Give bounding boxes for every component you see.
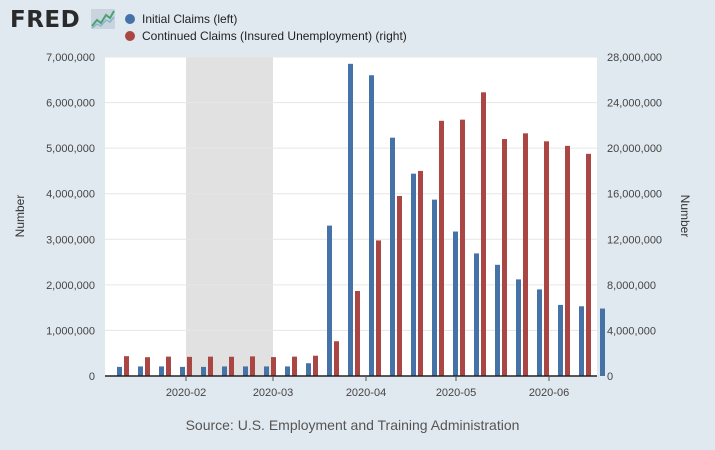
y-axis-label-right: Number: [678, 195, 692, 238]
bar-continued-claims: [166, 356, 171, 376]
x-tick-label: 2020-03: [253, 387, 293, 399]
x-tick-label: 2020-05: [436, 387, 476, 399]
legend-item-continued-claims[interactable]: Continued Claims (Insured Unemployment) …: [125, 28, 407, 45]
bar-initial-claims: [390, 137, 395, 376]
bar-continued-claims: [565, 145, 570, 376]
bar-continued-claims: [355, 291, 360, 376]
bar-continued-claims: [502, 139, 507, 376]
legend-label: Continued Claims (Insured Unemployment) …: [142, 29, 407, 43]
bar-continued-claims: [418, 170, 423, 376]
bar-initial-claims: [411, 173, 416, 376]
y-tick-left: 3,000,000: [46, 234, 95, 246]
y-tick-left: 6,000,000: [46, 98, 95, 110]
bar-continued-claims: [586, 153, 591, 376]
y-tick-right: 16,000,000: [607, 189, 662, 201]
y-tick-right: 28,000,000: [607, 52, 662, 64]
bar-initial-claims: [138, 366, 143, 376]
y-tick-right: 0: [607, 371, 613, 383]
y-tick-left: 2,000,000: [46, 280, 95, 292]
bar-continued-claims: [229, 356, 234, 376]
bar-continued-claims: [439, 120, 444, 376]
bar-continued-claims: [334, 341, 339, 376]
bar-initial-claims: [180, 366, 185, 376]
bar-initial-claims: [117, 366, 122, 376]
legend-swatch: [125, 14, 135, 24]
bar-continued-claims: [460, 119, 465, 377]
bar-continued-claims: [376, 240, 381, 376]
y-tick-left: 0: [89, 371, 95, 383]
bar-initial-claims: [306, 363, 311, 376]
bar-initial-claims: [474, 253, 479, 376]
bar-continued-claims: [208, 356, 213, 376]
bar-continued-claims: [544, 141, 549, 376]
bar-initial-claims: [327, 225, 332, 376]
bar-initial-claims: [579, 306, 584, 376]
bar-initial-claims: [369, 75, 374, 376]
bar-continued-claims: [145, 357, 150, 376]
bar-initial-claims: [348, 63, 353, 376]
legend: Initial Claims (left) Continued Claims (…: [125, 11, 407, 45]
y-tick-right: 20,000,000: [607, 143, 662, 155]
y-tick-right: 4,000,000: [607, 325, 656, 337]
source-note: Source: U.S. Employment and Training Adm…: [185, 417, 520, 433]
bar-continued-claims: [271, 357, 276, 376]
bar-continued-claims: [250, 356, 255, 376]
bar-initial-claims: [516, 279, 521, 376]
y-tick-left: 4,000,000: [46, 189, 95, 201]
fred-logo[interactable]: FRED: [10, 7, 81, 33]
bar-initial-claims: [222, 366, 227, 376]
bar-continued-claims: [292, 356, 297, 376]
header: FRED Initial Claims (left) Continued Cla…: [0, 0, 715, 50]
bar-initial-claims: [495, 264, 500, 376]
bar-continued-claims: [397, 195, 402, 376]
y-tick-right: 8,000,000: [607, 280, 656, 292]
x-tick-label: 2020-06: [529, 387, 569, 399]
bar-initial-claims: [537, 289, 542, 376]
bar-initial-claims: [453, 231, 458, 376]
line-chart-icon: [91, 9, 115, 29]
y-tick-right: 12,000,000: [607, 234, 662, 246]
y-axis-label-left: Number: [13, 195, 27, 238]
x-tick-label: 2020-02: [166, 387, 206, 399]
bar-continued-claims: [187, 356, 192, 376]
legend-item-initial-claims[interactable]: Initial Claims (left): [125, 11, 407, 28]
bar-initial-claims: [558, 304, 563, 376]
y-tick-left: 1,000,000: [46, 325, 95, 337]
chart: 0 0 1,000,000 4,000,000 2,000,000 8,000,000 3,…: [13, 52, 692, 399]
y-tick-left: 7,000,000: [46, 52, 95, 64]
bar-continued-claims: [481, 92, 486, 376]
bar-continued-claims: [124, 356, 129, 376]
bar-initial-claims: [432, 199, 437, 376]
legend-label: Initial Claims (left): [142, 12, 238, 26]
bar-initial-claims: [159, 366, 164, 376]
y-tick-right: 24,000,000: [607, 98, 662, 110]
legend-swatch: [125, 31, 135, 41]
bar-initial-claims: [201, 366, 206, 376]
bar-continued-claims: [313, 355, 318, 376]
bar-initial-claims: [264, 366, 269, 376]
bar-initial-claims: [600, 308, 605, 376]
recession-shading: [186, 57, 273, 376]
bar-continued-claims: [523, 133, 528, 376]
bar-initial-claims: [243, 366, 248, 376]
x-tick-label: 2020-04: [346, 387, 386, 399]
bar-initial-claims: [285, 366, 290, 376]
y-tick-left: 5,000,000: [46, 143, 95, 155]
